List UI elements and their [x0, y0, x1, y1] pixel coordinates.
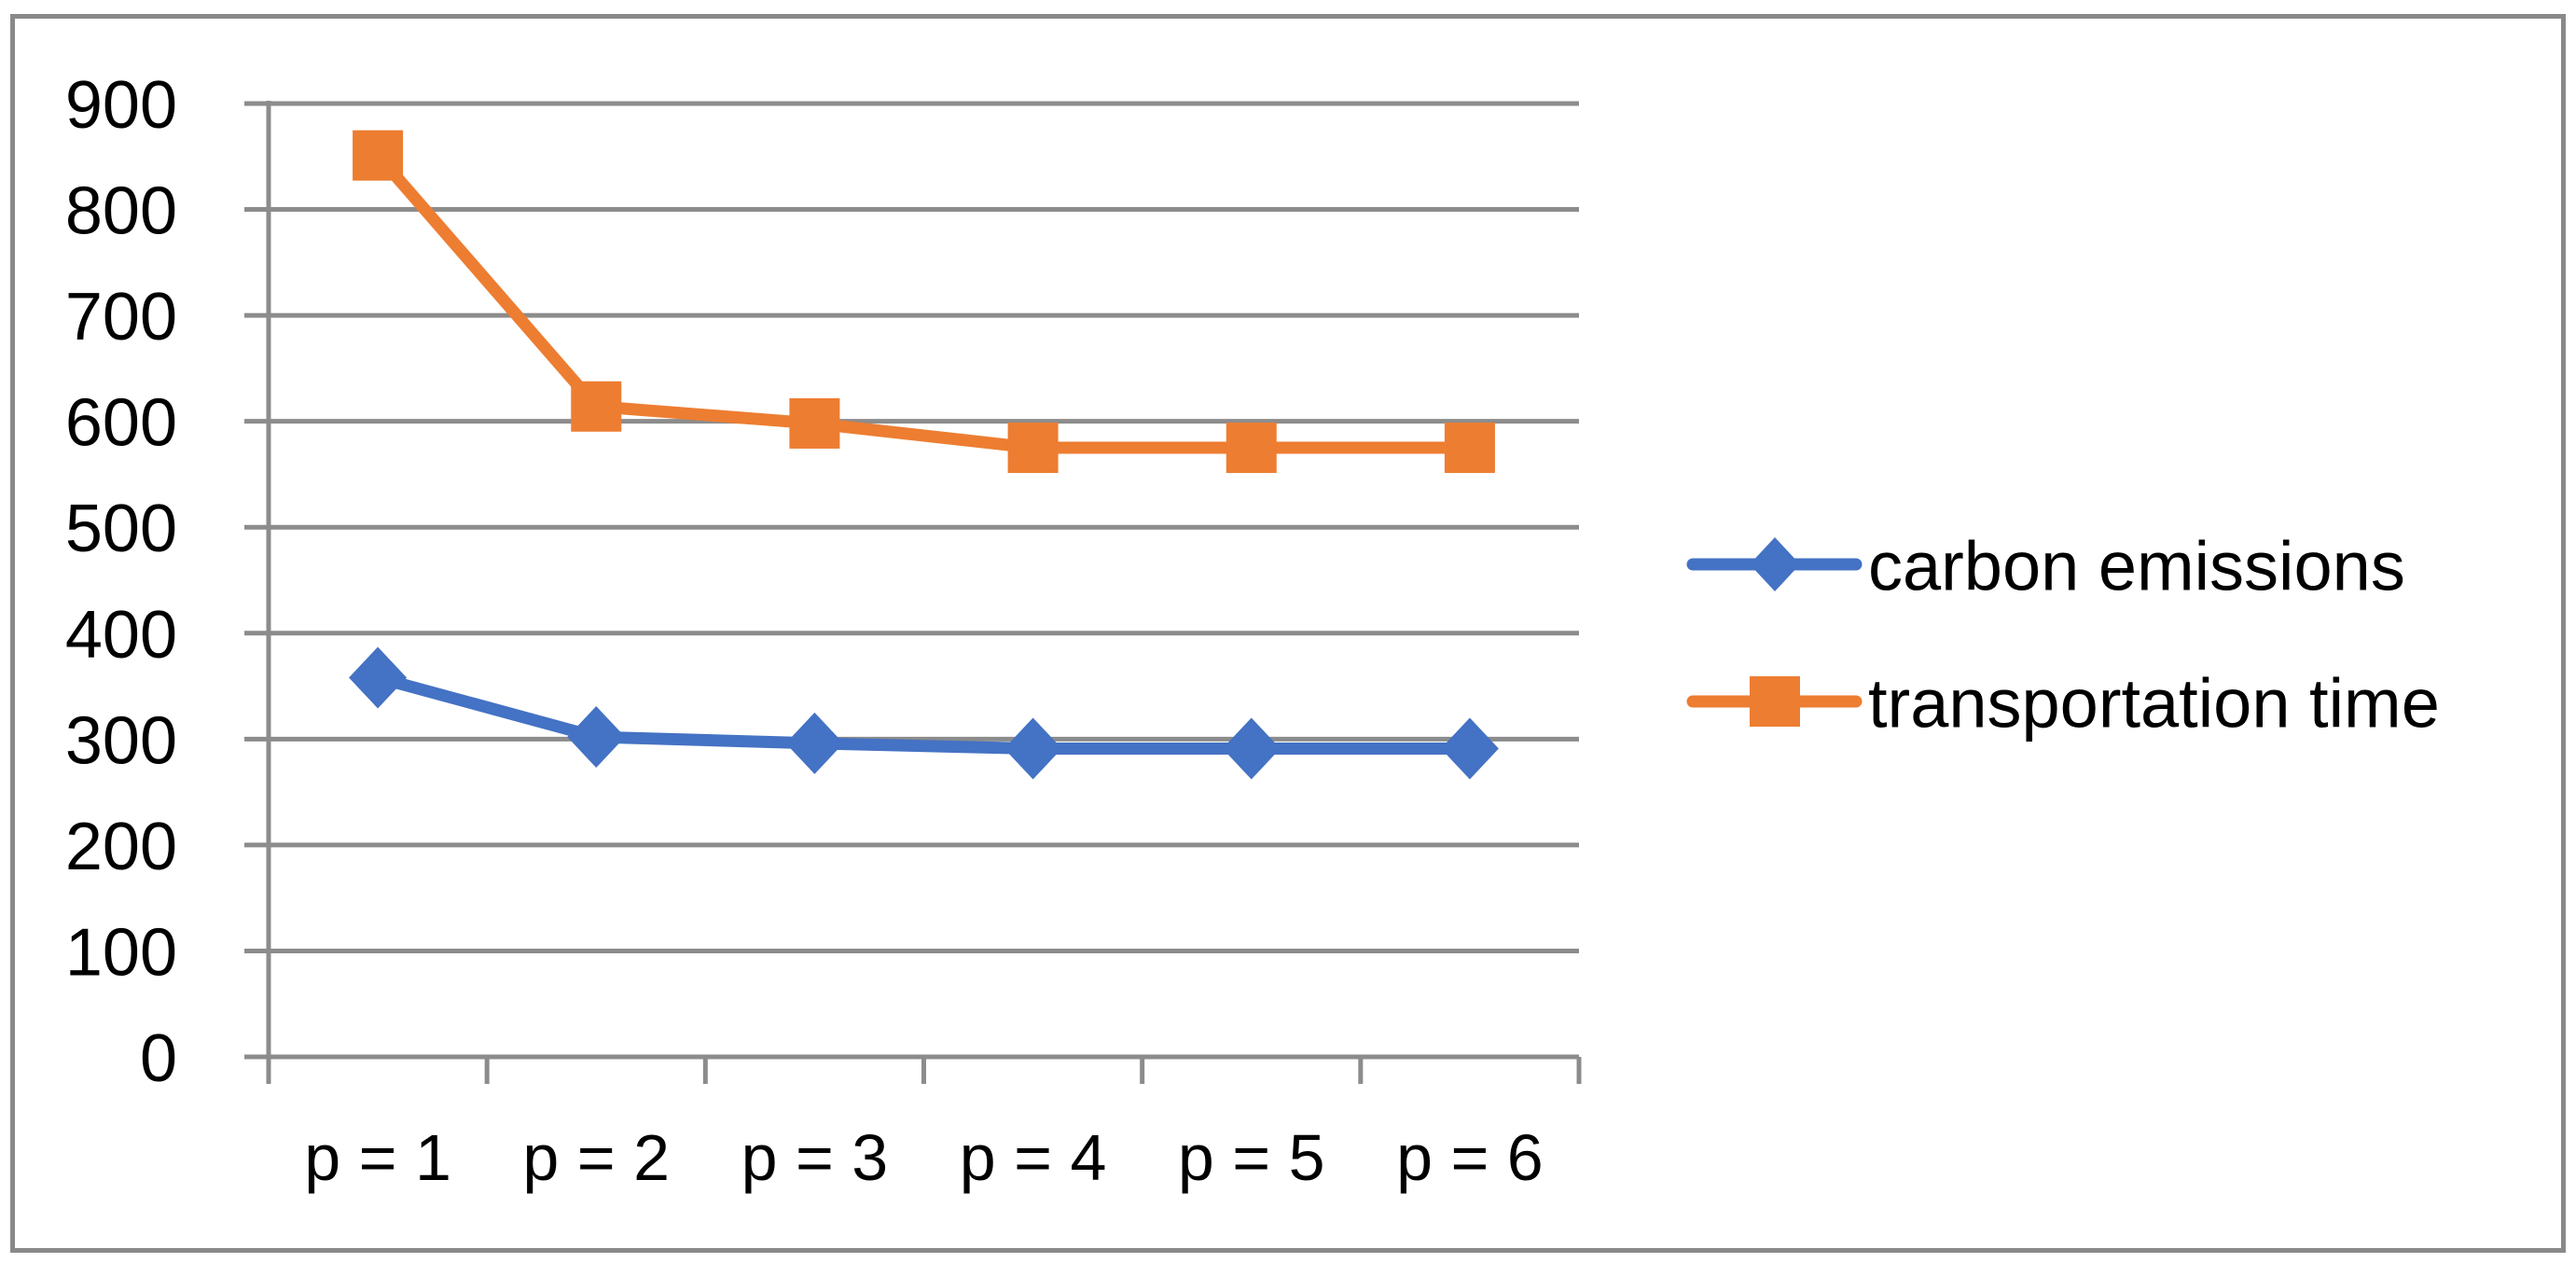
data-point-diamond-carbon-emissions-2	[567, 706, 626, 769]
y-axis-label-600: 600	[65, 386, 177, 461]
data-point-square-transportation-time-5	[1226, 423, 1277, 474]
axis-labels: 0 100 200 300 400 500 600 700 800 900 p = 1 p = 2 p …	[65, 68, 1544, 1194]
gridlines	[244, 101, 1579, 1060]
legend-item-transportation-time: transportation time	[1686, 665, 2440, 743]
x-axis-label-p-2: p = 2	[522, 1121, 670, 1194]
legend-square-marker	[1750, 676, 1800, 727]
legend-item-carbon-emissions: carbon emissions	[1686, 528, 2405, 605]
y-axis-label-500: 500	[65, 492, 177, 566]
x-axis-label-p-5: p = 5	[1178, 1121, 1325, 1194]
axes	[266, 101, 1582, 1084]
data-point-diamond-carbon-emissions-6	[1440, 717, 1499, 780]
y-axis-label-0: 0	[140, 1021, 177, 1096]
data-point-diamond-carbon-emissions-5	[1222, 717, 1281, 780]
y-axis-label-400: 400	[65, 598, 177, 673]
data-point-square-transportation-time-2	[571, 381, 622, 432]
data-point-diamond-carbon-emissions-3	[785, 712, 844, 774]
data-point-diamond-carbon-emissions-1	[349, 646, 408, 709]
legend-label-carbon-emissions: carbon emissions	[1868, 528, 2405, 605]
y-axis-label-300: 300	[65, 703, 177, 778]
data-point-square-transportation-time-4	[1007, 423, 1059, 474]
y-axis-label-200: 200	[65, 810, 177, 884]
y-axis-label-700: 700	[65, 280, 177, 354]
data-series	[349, 130, 1499, 780]
series-line-transportation-time	[373, 151, 1470, 454]
legend-diamond-marker	[1750, 537, 1800, 591]
y-axis-label-800: 800	[65, 174, 177, 249]
data-point-square-transportation-time-1	[353, 130, 404, 181]
x-axis-label-p-1: p = 1	[304, 1121, 451, 1194]
series-line-carbon-emissions	[376, 672, 1470, 756]
x-axis-label-p-6: p = 6	[1396, 1121, 1544, 1194]
data-point-square-transportation-time-3	[789, 397, 840, 449]
y-axis-label-100: 100	[65, 915, 177, 990]
chart-frame-border	[10, 14, 2566, 1253]
y-axis-label-900: 900	[65, 68, 177, 143]
data-point-diamond-carbon-emissions-4	[1004, 717, 1062, 780]
x-axis-label-p-3: p = 3	[741, 1121, 889, 1194]
x-axis-label-p-4: p = 4	[960, 1121, 1107, 1194]
data-point-square-transportation-time-6	[1444, 423, 1495, 474]
legend: carbon emissions transportation time	[1686, 528, 2440, 743]
legend-label-transportation-time: transportation time	[1868, 665, 2440, 743]
